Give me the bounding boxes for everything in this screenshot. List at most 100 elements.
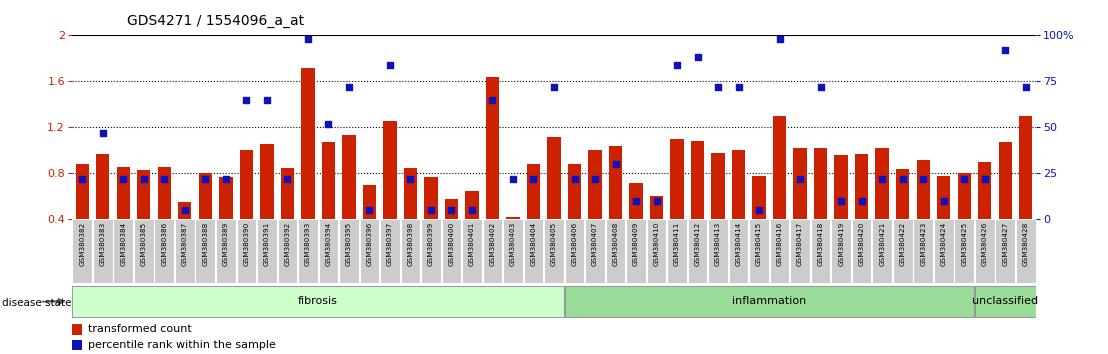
Text: GSM380406: GSM380406 <box>572 222 577 266</box>
Bar <box>875 148 889 219</box>
Bar <box>260 143 274 219</box>
Text: transformed count: transformed count <box>88 324 192 334</box>
Text: GSM380397: GSM380397 <box>387 222 393 266</box>
FancyBboxPatch shape <box>626 219 646 283</box>
Text: GDS4271 / 1554096_a_at: GDS4271 / 1554096_a_at <box>127 14 305 28</box>
Point <box>155 176 173 182</box>
Text: GSM380419: GSM380419 <box>838 222 844 266</box>
Bar <box>383 120 397 219</box>
Bar <box>588 150 602 219</box>
Point <box>94 130 112 136</box>
FancyBboxPatch shape <box>72 286 564 317</box>
Bar <box>978 162 992 219</box>
Text: GSM380393: GSM380393 <box>305 222 311 266</box>
Text: GSM380408: GSM380408 <box>613 222 618 266</box>
Point <box>996 47 1014 53</box>
Bar <box>444 199 458 219</box>
Text: GSM380427: GSM380427 <box>1003 222 1008 266</box>
FancyBboxPatch shape <box>565 219 584 283</box>
Point <box>689 55 707 60</box>
Point <box>955 176 973 182</box>
Text: GSM380384: GSM380384 <box>121 222 126 266</box>
Bar <box>506 217 520 219</box>
FancyBboxPatch shape <box>134 219 154 283</box>
Point <box>627 198 645 204</box>
Bar <box>157 166 171 219</box>
Text: GSM380390: GSM380390 <box>244 222 249 266</box>
Bar <box>937 176 951 219</box>
Bar <box>342 136 356 219</box>
Text: GSM380424: GSM380424 <box>941 222 946 266</box>
FancyBboxPatch shape <box>503 219 523 283</box>
FancyBboxPatch shape <box>749 219 769 283</box>
FancyBboxPatch shape <box>606 219 625 283</box>
Point <box>976 176 994 182</box>
Point <box>340 84 358 90</box>
Bar <box>137 170 151 219</box>
FancyBboxPatch shape <box>175 219 195 283</box>
Point <box>114 176 132 182</box>
Bar <box>752 176 766 219</box>
Bar <box>567 164 582 219</box>
Text: GSM380386: GSM380386 <box>162 222 167 266</box>
Bar <box>72 340 82 350</box>
Point <box>1017 84 1035 90</box>
Point <box>258 97 276 103</box>
Bar <box>301 68 315 219</box>
Text: GSM380394: GSM380394 <box>326 222 331 266</box>
Text: GSM380385: GSM380385 <box>141 222 146 266</box>
Text: fibrosis: fibrosis <box>298 296 338 306</box>
Text: disease state: disease state <box>2 298 72 308</box>
Point <box>73 176 91 182</box>
Bar <box>793 148 807 219</box>
FancyBboxPatch shape <box>934 219 954 283</box>
Bar <box>239 150 253 219</box>
Bar <box>424 177 438 219</box>
FancyBboxPatch shape <box>339 219 359 283</box>
FancyBboxPatch shape <box>195 219 215 283</box>
Point <box>566 176 584 182</box>
Text: GSM380425: GSM380425 <box>962 222 967 266</box>
FancyBboxPatch shape <box>113 219 133 283</box>
Bar <box>465 191 479 219</box>
FancyBboxPatch shape <box>93 219 113 283</box>
Point <box>730 84 748 90</box>
Bar <box>773 116 787 219</box>
Text: GSM380382: GSM380382 <box>80 222 85 266</box>
FancyBboxPatch shape <box>893 219 913 283</box>
Text: GSM380392: GSM380392 <box>285 222 290 266</box>
Text: GSM380396: GSM380396 <box>367 222 372 266</box>
Bar <box>178 202 192 219</box>
Bar <box>732 150 746 219</box>
Bar <box>1019 116 1033 219</box>
FancyBboxPatch shape <box>913 219 933 283</box>
Point <box>914 176 932 182</box>
Point <box>237 97 255 103</box>
FancyBboxPatch shape <box>298 219 318 283</box>
Point <box>360 207 378 213</box>
Bar <box>75 164 89 219</box>
Bar <box>116 166 130 219</box>
Text: GSM380398: GSM380398 <box>408 222 413 266</box>
Bar <box>72 324 82 335</box>
Text: GSM380391: GSM380391 <box>264 222 270 266</box>
FancyBboxPatch shape <box>462 219 482 283</box>
FancyBboxPatch shape <box>790 219 810 283</box>
FancyBboxPatch shape <box>236 219 256 283</box>
FancyBboxPatch shape <box>360 219 379 283</box>
Text: GSM380389: GSM380389 <box>223 222 229 266</box>
Point <box>442 207 460 213</box>
Point <box>135 176 153 182</box>
FancyBboxPatch shape <box>770 219 790 283</box>
Text: GSM380400: GSM380400 <box>449 222 454 266</box>
Point <box>832 198 850 204</box>
Point <box>401 176 419 182</box>
FancyBboxPatch shape <box>524 219 543 283</box>
FancyBboxPatch shape <box>72 219 92 283</box>
Point <box>217 176 235 182</box>
FancyBboxPatch shape <box>811 219 831 283</box>
FancyBboxPatch shape <box>688 219 707 283</box>
Point <box>319 121 337 127</box>
Text: percentile rank within the sample: percentile rank within the sample <box>88 340 276 350</box>
Text: GSM380416: GSM380416 <box>777 222 782 266</box>
